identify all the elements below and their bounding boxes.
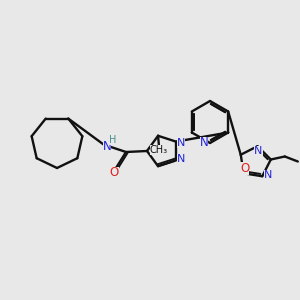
- Text: CH₃: CH₃: [150, 145, 168, 155]
- Text: H: H: [109, 135, 117, 145]
- Text: N: N: [254, 146, 263, 156]
- Text: O: O: [240, 162, 249, 175]
- Text: N: N: [177, 154, 185, 164]
- Text: N: N: [177, 138, 185, 148]
- Text: N: N: [200, 136, 208, 149]
- Text: N: N: [264, 170, 272, 180]
- Text: O: O: [110, 167, 118, 179]
- Text: N: N: [103, 140, 111, 154]
